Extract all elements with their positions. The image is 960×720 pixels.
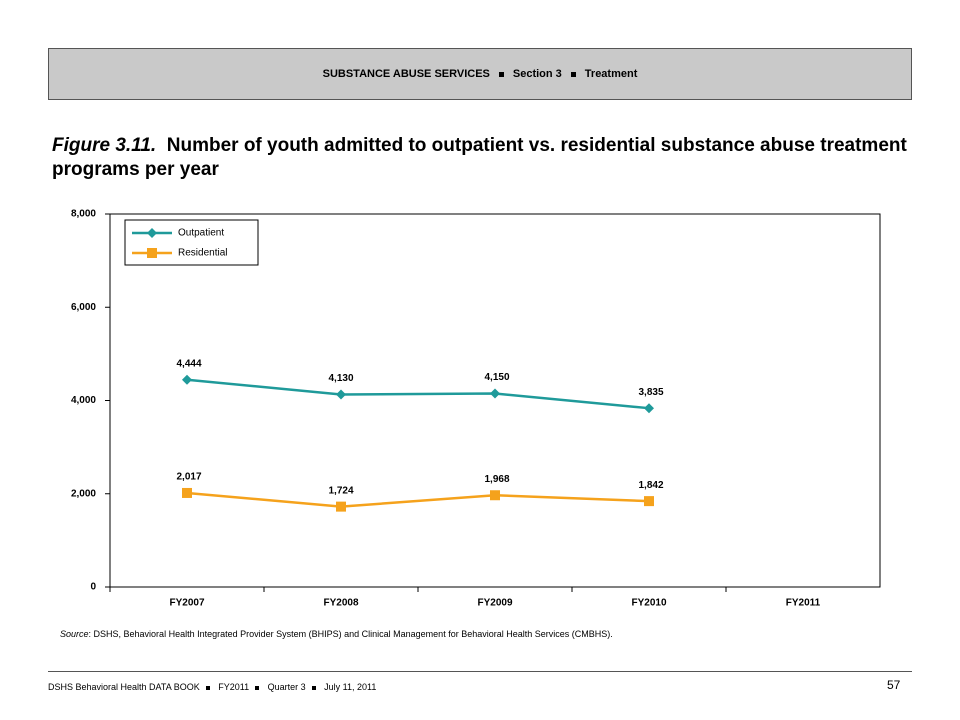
marker [182, 374, 192, 385]
y-tick-label: 4,000 [71, 395, 96, 406]
source-label: Source [60, 629, 89, 639]
figure-label: Figure 3.11. [52, 135, 157, 156]
marker [147, 228, 157, 238]
source-text: : DSHS, Behavioral Health Integrated Pro… [88, 629, 613, 639]
page-number: 57 [887, 678, 901, 692]
x-tick-label: FY2008 [323, 598, 358, 609]
x-tick-label: FY2009 [477, 598, 512, 609]
marker [644, 403, 654, 414]
data-label: 4,150 [484, 372, 509, 383]
source: Source: DSHS, Behavioral Health Integrat… [60, 629, 613, 639]
y-tick-label: 2,000 [71, 488, 96, 499]
footer-text: DSHS Behavioral Health DATA BOOK [48, 682, 200, 692]
marker [182, 487, 192, 498]
header: SUBSTANCE ABUSE SERVICES Section 3 Treat… [48, 48, 912, 100]
figure-title: Figure 3.11. Number of youth admitted to… [52, 134, 912, 182]
marker [336, 501, 346, 512]
data-label: 2,017 [176, 472, 201, 483]
footer-text: July 11, 2011 [324, 682, 377, 692]
footer-rule [48, 671, 912, 672]
plot-area [109, 213, 881, 588]
legend-label: Outpatient [178, 228, 224, 239]
y-tick-label: 6,000 [71, 302, 96, 313]
data-label: 1,724 [328, 485, 353, 496]
figure-text: Number of youth admitted to outpatient v… [52, 135, 907, 180]
header-text: Section 3 [512, 68, 562, 80]
footer-text: FY2011 [218, 682, 250, 692]
marker [644, 496, 654, 507]
legend-label: Residential [178, 248, 227, 259]
marker [147, 248, 157, 258]
series-line [186, 491, 650, 508]
y-tick-label: 0 [90, 582, 96, 593]
marker [490, 490, 500, 501]
marker [336, 389, 346, 400]
y-tick-label: 8,000 [71, 209, 96, 220]
x-tick-label: FY2011 [786, 598, 821, 609]
series-line [186, 378, 650, 410]
data-label: 4,444 [176, 358, 201, 369]
data-label: 3,835 [638, 387, 663, 398]
x-tick-label: FY2010 [631, 598, 666, 609]
data-label: 4,130 [328, 373, 353, 384]
x-tick-label: FY2007 [169, 598, 204, 609]
footer-text: Quarter 3 [267, 682, 306, 692]
header-text: Treatment [584, 68, 638, 80]
data-label: 1,842 [638, 480, 663, 491]
data-label: 1,968 [484, 474, 509, 485]
footer: DSHS Behavioral Health DATA BOOK FY2011 … [48, 682, 376, 692]
header-text: SUBSTANCE ABUSE SERVICES [322, 68, 490, 80]
marker [490, 388, 500, 399]
